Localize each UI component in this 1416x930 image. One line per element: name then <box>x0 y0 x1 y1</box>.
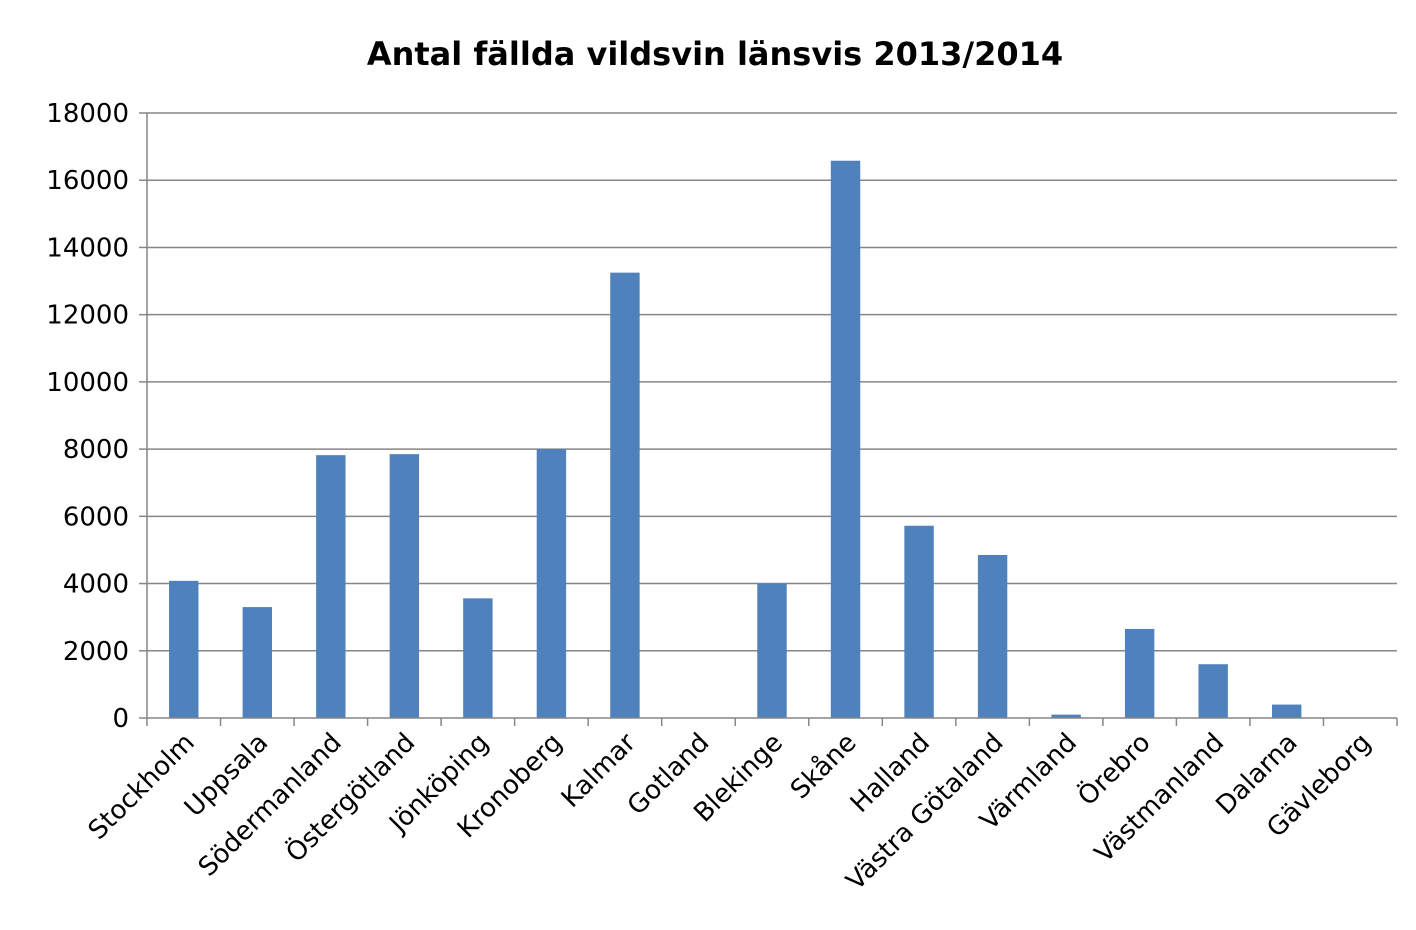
y-tick-label: 0 <box>112 704 129 734</box>
chart-title: Antal fällda vildsvin länsvis 2013/2014 <box>367 35 1063 73</box>
bar <box>1051 714 1081 718</box>
bars <box>169 160 1302 718</box>
bar <box>316 455 346 718</box>
bar <box>1272 704 1302 718</box>
bar <box>830 160 861 718</box>
bar <box>536 449 567 718</box>
bar <box>463 598 493 718</box>
x-tick-label: Stockholm <box>83 728 201 846</box>
x-tick-label: Östergötland <box>279 726 421 868</box>
y-tick-label: 14000 <box>46 233 129 263</box>
bar <box>242 607 272 718</box>
y-axis: 0 2000 4000 6000 8000 10000 12000 14000 16000 180… <box>46 99 148 734</box>
x-tick-label: Västmanland <box>1089 728 1230 869</box>
bar <box>1198 664 1228 718</box>
bar <box>610 272 640 718</box>
y-tick-label: 2000 <box>63 637 129 667</box>
gridlines <box>147 112 1397 652</box>
y-tick-label: 18000 <box>46 99 129 129</box>
bar <box>389 454 420 718</box>
y-tick-label: 16000 <box>46 166 129 196</box>
y-tick-label: 6000 <box>63 502 129 532</box>
bar <box>757 583 787 718</box>
bar <box>977 554 1008 718</box>
bar <box>169 580 199 718</box>
x-axis: StockholmUppsalaSödermanlandÖstergötland… <box>83 717 1398 896</box>
y-tick-label: 8000 <box>63 435 129 465</box>
y-tick-label: 4000 <box>63 570 129 600</box>
y-tick-label: 10000 <box>46 368 129 398</box>
bar <box>904 525 934 718</box>
bar <box>1124 628 1155 718</box>
y-tick-label: 12000 <box>46 301 129 331</box>
